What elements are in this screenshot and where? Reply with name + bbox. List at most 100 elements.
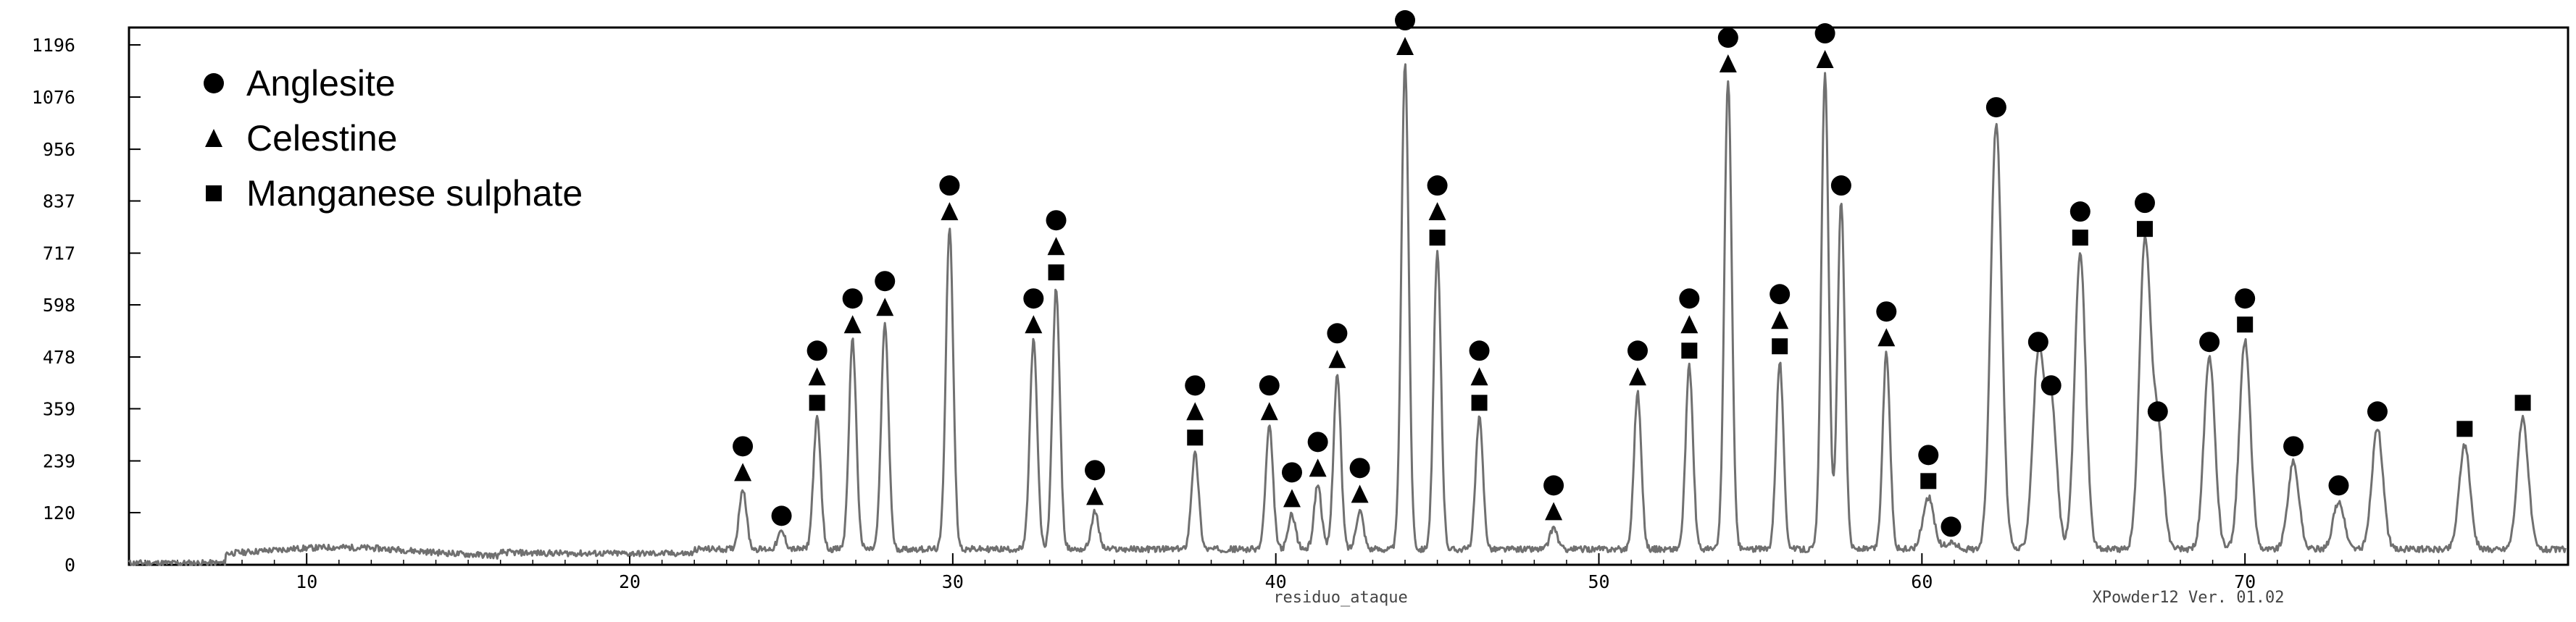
anglesite-marker [1469, 340, 1490, 361]
anglesite-marker [1259, 375, 1280, 396]
anglesite-marker [1307, 432, 1328, 453]
manganese-sulphate-marker [1048, 264, 1064, 281]
anglesite-marker [1023, 288, 1044, 309]
anglesite-marker [1918, 445, 1939, 466]
anglesite-marker [771, 505, 792, 526]
celestine-marker [1086, 487, 1104, 505]
anglesite-marker [2134, 193, 2155, 214]
celestine-marker [1545, 502, 1563, 521]
footer-software-version: XPowder12 Ver. 01.02 [2093, 589, 2285, 607]
anglesite-marker [2283, 436, 2304, 457]
celestine-marker [1396, 37, 1414, 56]
celestine-marker [205, 129, 222, 147]
manganese-sulphate-marker [1187, 429, 1204, 446]
manganese-sulphate-marker [809, 395, 825, 411]
anglesite-marker [2199, 332, 2220, 353]
anglesite-marker [875, 271, 896, 292]
celestine-marker [941, 202, 959, 221]
anglesite-marker [1085, 460, 1106, 481]
y-tick-label: 239 [43, 451, 75, 472]
y-tick-label: 717 [43, 243, 75, 264]
x-tick-label: 70 [2234, 571, 2256, 592]
y-tick-label: 0 [64, 555, 75, 576]
x-tick-label: 30 [942, 571, 964, 592]
anglesite-marker [1770, 284, 1791, 305]
x-tick-label: 40 [1265, 571, 1287, 592]
footer-filename: residuo_ataque [1273, 589, 1407, 607]
y-tick-label: 1196 [32, 35, 75, 56]
manganese-sulphate-marker [1772, 338, 1788, 355]
anglesite-marker [204, 73, 224, 93]
anglesite-marker [1679, 288, 1700, 309]
celestine-marker [876, 298, 894, 316]
anglesite-marker [1876, 301, 1897, 322]
x-tick-label: 20 [619, 571, 641, 592]
anglesite-marker [733, 436, 754, 457]
celestine-marker [1771, 311, 1789, 329]
manganese-sulphate-marker [1920, 473, 1937, 489]
peak-markers [733, 10, 2531, 537]
anglesite-marker [2367, 401, 2388, 422]
anglesite-marker [2041, 375, 2062, 396]
manganese-sulphate-marker [2072, 230, 2088, 246]
x-tick-label: 60 [1911, 571, 1933, 592]
anglesite-marker [1985, 97, 2006, 118]
celestine-marker [1025, 315, 1043, 334]
celestine-marker [808, 367, 826, 386]
axis-ticks: 0 120 239 359 478 598 717 837 956 1076 1196 10 20 30 4… [32, 35, 2537, 592]
celestine-marker [734, 463, 752, 482]
celestine-marker [1260, 402, 1278, 421]
anglesite-marker [806, 340, 828, 361]
anglesite-marker [1427, 175, 1448, 196]
manganese-sulphate-marker [206, 185, 222, 201]
diffraction-trace [128, 63, 2567, 566]
y-tick-label: 478 [43, 347, 75, 368]
celestine-marker [843, 315, 862, 334]
legend-label: Anglesite [246, 63, 396, 104]
anglesite-marker [1395, 10, 1416, 31]
anglesite-marker [1327, 323, 1348, 344]
y-tick-label: 598 [43, 295, 75, 316]
manganese-sulphate-marker [2456, 421, 2473, 437]
manganese-sulphate-marker [1681, 342, 1698, 359]
anglesite-marker [1941, 516, 1962, 537]
celestine-marker [1351, 484, 1369, 503]
celestine-marker [1186, 402, 1204, 421]
anglesite-marker [939, 175, 960, 196]
celestine-marker [1719, 54, 1737, 73]
anglesite-marker [2328, 475, 2349, 496]
y-tick-label: 1076 [32, 87, 75, 108]
celestine-marker [1328, 350, 1346, 369]
y-tick-label: 120 [43, 503, 75, 524]
anglesite-marker [2235, 288, 2256, 309]
manganese-sulphate-marker [2237, 316, 2254, 333]
celestine-marker [1047, 237, 1065, 256]
anglesite-marker [1717, 28, 1738, 49]
y-tick-label: 956 [43, 139, 75, 160]
x-tick-label: 50 [1588, 571, 1609, 592]
x-tick-label: 10 [296, 571, 317, 592]
anglesite-marker [1814, 23, 1835, 44]
celestine-marker [1816, 50, 1834, 69]
anglesite-marker [1627, 340, 1648, 361]
celestine-marker [1428, 202, 1446, 221]
anglesite-marker [1349, 458, 1370, 479]
celestine-marker [1283, 489, 1301, 508]
celestine-marker [1470, 367, 1488, 386]
anglesite-marker [1281, 462, 1302, 483]
celestine-marker [1877, 328, 1896, 347]
legend-label: Manganese sulphate [246, 173, 583, 214]
anglesite-marker [842, 288, 863, 309]
anglesite-marker [1543, 475, 1564, 496]
celestine-marker [1629, 367, 1647, 386]
anglesite-marker [2027, 332, 2048, 353]
manganese-sulphate-marker [2136, 221, 2153, 238]
celestine-marker [1680, 315, 1698, 334]
celestine-marker [1309, 458, 1327, 477]
y-tick-label: 359 [43, 398, 75, 419]
y-tick-label: 837 [43, 191, 75, 212]
anglesite-marker [1185, 375, 1206, 396]
manganese-sulphate-marker [1471, 395, 1488, 411]
